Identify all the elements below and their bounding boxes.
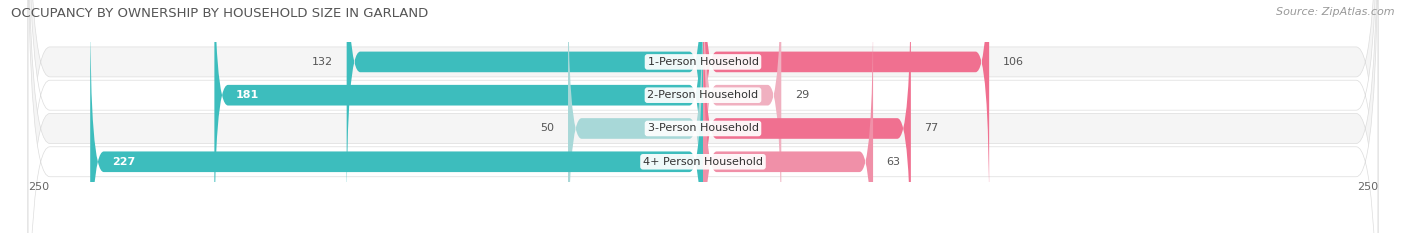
Text: 106: 106 (1002, 57, 1024, 67)
Text: 1-Person Household: 1-Person Household (648, 57, 758, 67)
Text: 77: 77 (924, 123, 939, 134)
Text: Source: ZipAtlas.com: Source: ZipAtlas.com (1277, 7, 1395, 17)
FancyBboxPatch shape (703, 6, 873, 233)
Text: 132: 132 (312, 57, 333, 67)
Text: 50: 50 (540, 123, 554, 134)
FancyBboxPatch shape (214, 0, 703, 233)
Text: 181: 181 (236, 90, 259, 100)
FancyBboxPatch shape (28, 0, 1378, 233)
Text: 29: 29 (794, 90, 808, 100)
FancyBboxPatch shape (703, 0, 990, 218)
Text: 2-Person Household: 2-Person Household (647, 90, 759, 100)
Text: 4+ Person Household: 4+ Person Household (643, 157, 763, 167)
Text: 250: 250 (28, 182, 49, 192)
Text: 227: 227 (112, 157, 135, 167)
FancyBboxPatch shape (347, 0, 703, 218)
FancyBboxPatch shape (28, 0, 1378, 233)
FancyBboxPatch shape (28, 0, 1378, 233)
Text: OCCUPANCY BY OWNERSHIP BY HOUSEHOLD SIZE IN GARLAND: OCCUPANCY BY OWNERSHIP BY HOUSEHOLD SIZE… (11, 7, 429, 20)
FancyBboxPatch shape (90, 6, 703, 233)
Text: 3-Person Household: 3-Person Household (648, 123, 758, 134)
FancyBboxPatch shape (28, 0, 1378, 233)
Text: 63: 63 (887, 157, 901, 167)
FancyBboxPatch shape (568, 0, 703, 233)
FancyBboxPatch shape (703, 0, 782, 233)
FancyBboxPatch shape (703, 0, 911, 233)
Text: 250: 250 (1357, 182, 1378, 192)
